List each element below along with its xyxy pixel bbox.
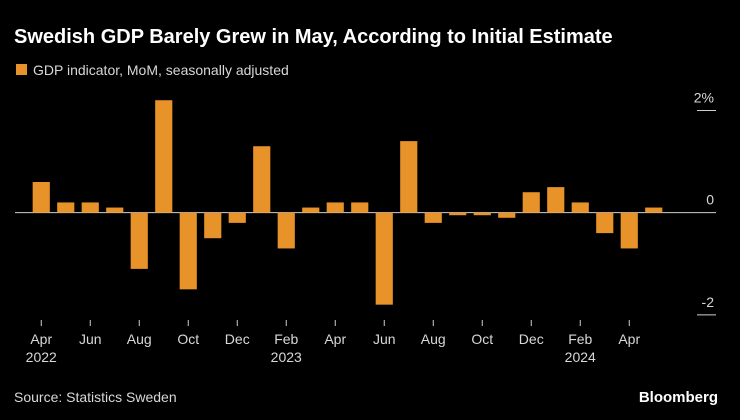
source: Source: Statistics Sweden bbox=[14, 389, 177, 405]
bar bbox=[547, 187, 565, 213]
bar bbox=[620, 212, 638, 249]
bar bbox=[498, 212, 516, 218]
bar bbox=[375, 212, 393, 305]
bar bbox=[32, 182, 50, 213]
bar bbox=[424, 212, 442, 223]
bar bbox=[571, 202, 589, 213]
x-tick-label: Feb bbox=[568, 331, 592, 347]
x-tick-label: Feb bbox=[274, 331, 298, 347]
bar bbox=[204, 212, 222, 239]
bar bbox=[57, 202, 75, 213]
x-tick-label: Apr bbox=[324, 331, 346, 347]
bar bbox=[473, 212, 491, 216]
x-tick-label: Aug bbox=[421, 331, 446, 347]
x-tick-label: Oct bbox=[471, 331, 493, 347]
x-tick-label: Dec bbox=[519, 331, 544, 347]
x-year-label: 2022 bbox=[26, 349, 57, 365]
bar bbox=[400, 141, 418, 213]
bar bbox=[596, 212, 614, 234]
bar bbox=[130, 212, 148, 269]
x-year-label: 2023 bbox=[271, 349, 302, 365]
bar bbox=[179, 212, 197, 290]
legend-label: GDP indicator, MoM, seasonally adjusted bbox=[33, 62, 289, 78]
x-tick-label: Oct bbox=[177, 331, 199, 347]
x-tick-label: Dec bbox=[225, 331, 250, 347]
x-tick-label: Aug bbox=[127, 331, 152, 347]
x-tick-label: Jun bbox=[79, 331, 102, 347]
bar bbox=[326, 202, 344, 213]
bar bbox=[81, 202, 99, 213]
brand: Bloomberg bbox=[639, 389, 718, 406]
bar bbox=[351, 202, 369, 213]
bar bbox=[645, 207, 663, 213]
bar bbox=[302, 207, 320, 213]
bar bbox=[253, 146, 271, 213]
bar bbox=[228, 212, 246, 223]
bar bbox=[522, 192, 540, 213]
bar bbox=[449, 212, 467, 216]
bar bbox=[155, 100, 173, 213]
y-tick-label: 2% bbox=[694, 89, 714, 105]
x-tick-label: Jun bbox=[373, 331, 396, 347]
y-tick-label: -2 bbox=[702, 294, 715, 310]
chart-title: Swedish GDP Barely Grew in May, Accordin… bbox=[14, 26, 613, 48]
y-tick-label: 0 bbox=[706, 192, 714, 208]
bar bbox=[106, 207, 124, 213]
x-tick-label: Apr bbox=[618, 331, 640, 347]
legend-swatch bbox=[16, 64, 27, 75]
x-year-label: 2024 bbox=[565, 349, 596, 365]
x-tick-label: Apr bbox=[30, 331, 52, 347]
bar bbox=[277, 212, 295, 249]
